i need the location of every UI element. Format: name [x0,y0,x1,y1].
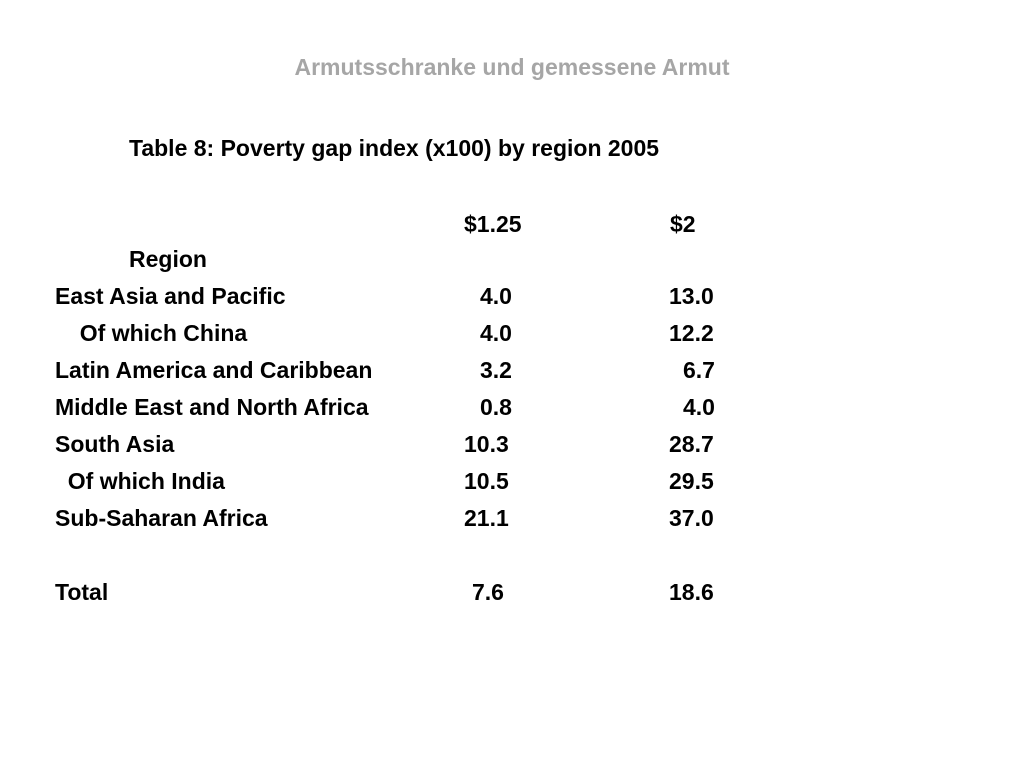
row-value-2-middle-east: 4.0 [683,394,715,420]
row-value-2-latin-america: 6.7 [683,357,715,383]
row-value-1-south-asia: 10.3 [464,431,509,457]
row-value-2-east-asia: 13.0 [669,283,714,309]
row-label-middle-east: Middle East and North Africa [55,394,369,420]
row-label-total: Total [55,579,109,605]
column-header-1-25: $1.25 [464,211,522,237]
row-value-1-india: 10.5 [464,468,509,494]
row-label-south-asia: South Asia [55,431,175,457]
column-header-2: $2 [670,211,696,237]
row-value-1-latin-america: 3.2 [480,357,512,383]
row-label-china: Of which China [67,320,248,346]
region-header: Region [129,246,207,272]
row-value-2-china: 12.2 [669,320,714,346]
row-value-2-total: 18.6 [669,579,714,605]
row-value-1-total: 7.6 [472,579,504,605]
row-label-latin-america: Latin America and Caribbean [55,357,373,383]
slide-title: Armutsschranke und gemessene Armut [294,54,730,80]
row-value-1-middle-east: 0.8 [480,394,512,420]
table-caption: Table 8: Poverty gap index (x100) by reg… [129,135,660,161]
row-label-india: Of which India [55,468,225,494]
row-value-2-sub-saharan-africa: 37.0 [669,505,714,531]
row-value-1-east-asia: 4.0 [480,283,512,309]
row-label-sub-saharan-africa: Sub-Saharan Africa [55,505,268,531]
row-value-1-china: 4.0 [480,320,512,346]
row-label-east-asia: East Asia and Pacific [55,283,286,309]
row-value-2-south-asia: 28.7 [669,431,714,457]
row-value-1-sub-saharan-africa: 21.1 [464,505,509,531]
row-value-2-india: 29.5 [669,468,714,494]
